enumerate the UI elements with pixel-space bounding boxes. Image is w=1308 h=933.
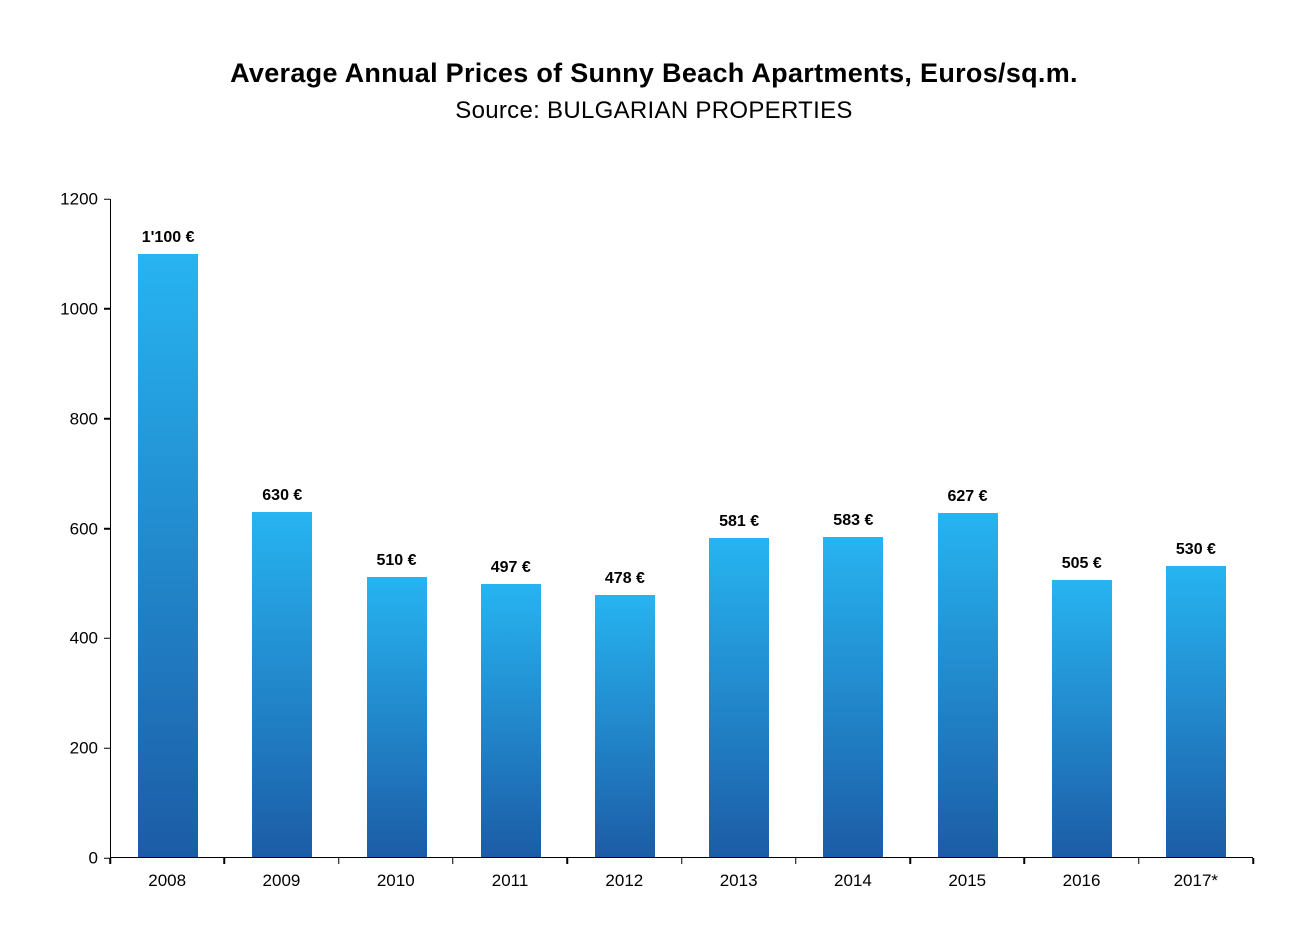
bar-value-label-2017*: 530 € — [1175, 541, 1216, 559]
bar-value-label-2010: 510 € — [376, 552, 417, 570]
y-axis-tick — [104, 527, 110, 530]
x-tick-label-2013: 2013 — [719, 871, 758, 890]
y-axis-tick — [104, 857, 110, 859]
y-axis-labels: 0 200 400 600 800 1000 1200 — [0, 191, 98, 867]
y-axis-tick — [104, 637, 110, 640]
x-tick-label-2012: 2012 — [605, 871, 644, 890]
x-axis-tick — [1252, 858, 1254, 864]
bars-container: 1'100 € 630 € 510 € 497 € 478 € 581 € 583 € 627… — [111, 199, 1253, 857]
x-tick-label-2017*: 2017* — [1173, 871, 1219, 890]
y-axis-tick — [104, 417, 110, 420]
x-tick-label-2009: 2009 — [262, 871, 301, 890]
bar-2008 — [138, 253, 199, 857]
bar-2012 — [594, 594, 655, 857]
plot-area: 1'100 € 630 € 510 € 497 € 478 € 581 € 583 € 627… — [110, 199, 1253, 858]
x-axis-tick — [452, 858, 454, 864]
y-tick-label-600: 600 — [69, 519, 98, 538]
bar-2016 — [1051, 580, 1112, 857]
y-axis-ticks — [104, 198, 110, 859]
x-tick-label-2015: 2015 — [948, 871, 987, 890]
x-axis-tick — [223, 858, 226, 864]
bar-value-label-2009: 630 € — [262, 486, 303, 504]
bar-2013 — [709, 538, 770, 857]
bar-2011 — [480, 584, 541, 857]
bar-slot-2010: 510 € — [339, 199, 453, 857]
y-axis-tick — [104, 308, 110, 310]
y-tick-label-400: 400 — [69, 628, 98, 648]
y-tick-label-800: 800 — [69, 409, 98, 429]
chart-subtitle: Source: BULGARIAN PROPERTIES — [455, 97, 853, 124]
bar-value-label-2013: 581 € — [719, 513, 760, 531]
bar-2017* — [1165, 566, 1226, 857]
y-tick-label-0: 0 — [88, 848, 98, 868]
x-axis-tick — [680, 858, 683, 864]
bar-value-label-2012: 478 € — [604, 569, 645, 587]
bar-slot-2014: 583 € — [796, 199, 910, 857]
bar-slot-2012: 478 € — [568, 199, 682, 857]
x-axis-tick — [795, 858, 797, 864]
x-axis-tick — [1023, 858, 1026, 864]
x-axis-ticks — [109, 858, 1254, 864]
bar-2014 — [823, 537, 884, 857]
x-tick-label-2014: 2014 — [834, 871, 872, 890]
bar-value-label-2015: 627 € — [947, 488, 988, 506]
bar-slot-2013: 581 € — [682, 199, 796, 857]
bar-slot-2016: 505 € — [1025, 199, 1139, 857]
bar-value-label-2016: 505 € — [1061, 555, 1102, 573]
bar-2010 — [366, 577, 427, 857]
x-axis-tick — [566, 858, 568, 864]
y-tick-label-200: 200 — [69, 738, 98, 758]
bar-value-label-2008: 1'100 € — [141, 228, 195, 246]
x-tick-label-2010: 2010 — [376, 871, 415, 890]
x-axis-tick — [109, 858, 111, 864]
x-tick-label-2011: 2011 — [491, 871, 529, 890]
bar-2015 — [937, 513, 998, 857]
y-tick-label-1000: 1000 — [60, 299, 98, 319]
bar-slot-2008: 1'100 € — [111, 199, 225, 857]
x-tick-label-2016: 2016 — [1062, 871, 1101, 890]
x-tick-label-2008: 2008 — [148, 871, 187, 890]
x-axis-tick — [1137, 858, 1140, 864]
x-axis-tick — [909, 858, 911, 864]
bar-slot-2017*: 530 € — [1139, 199, 1253, 857]
y-tick-label-1200: 1200 — [60, 189, 98, 209]
y-axis-tick — [104, 198, 110, 200]
bar-value-label-2011: 497 € — [490, 559, 531, 577]
y-axis-tick — [104, 747, 110, 749]
bar-slot-2015: 627 € — [910, 199, 1024, 857]
x-axis-tick — [337, 858, 340, 864]
chart-title: Average Annual Prices of Sunny Beach Apa… — [230, 58, 1078, 88]
bar-slot-2011: 497 € — [454, 199, 568, 857]
bar-2009 — [252, 511, 313, 857]
x-axis-labels: 2008 2009 2010 2011 2012 2013 2014 2015 2016 2017… — [110, 871, 1253, 891]
bar-slot-2009: 630 € — [225, 199, 339, 857]
bar-value-label-2014: 583 € — [833, 512, 874, 530]
